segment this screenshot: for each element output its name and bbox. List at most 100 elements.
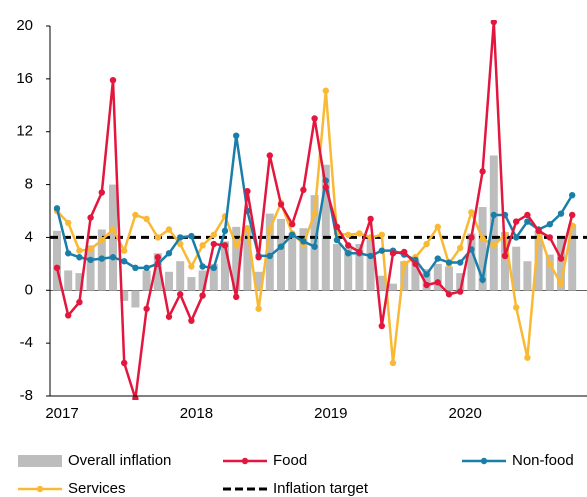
marker	[221, 227, 229, 235]
marker	[53, 264, 61, 272]
bar	[422, 269, 431, 291]
y-tick-label: 12	[16, 123, 33, 140]
marker	[143, 215, 150, 223]
y-tick-label: 0	[25, 281, 33, 298]
marker	[109, 226, 117, 233]
bar	[265, 213, 274, 291]
bar	[411, 259, 420, 291]
legend-label: Non-food	[512, 452, 574, 469]
marker	[457, 244, 464, 252]
marker	[490, 211, 497, 219]
marker	[65, 219, 72, 227]
marker	[98, 189, 106, 196]
marker	[233, 132, 240, 139]
marker	[535, 227, 542, 235]
marker	[401, 248, 408, 256]
marker	[65, 312, 72, 319]
bar	[243, 229, 252, 291]
marker	[311, 210, 318, 217]
bar	[534, 230, 543, 291]
legend-swatch	[480, 457, 488, 465]
bar	[53, 230, 61, 291]
bar	[209, 263, 218, 291]
marker	[210, 231, 217, 238]
legend-label: Overall inflation	[68, 452, 171, 469]
bar	[377, 275, 386, 291]
marker	[513, 304, 520, 311]
marker	[143, 264, 150, 272]
bar	[456, 273, 465, 291]
legend-swatch	[36, 485, 44, 493]
marker	[367, 215, 374, 223]
bar	[467, 233, 476, 291]
marker	[266, 226, 273, 233]
bar	[333, 244, 341, 291]
marker	[121, 247, 128, 254]
bar	[131, 290, 140, 308]
bar	[489, 155, 498, 291]
bar	[389, 283, 397, 291]
bar	[512, 246, 521, 291]
marker	[132, 395, 139, 400]
marker	[423, 271, 430, 278]
marker	[345, 250, 352, 257]
marker	[569, 211, 576, 219]
marker	[434, 255, 441, 262]
marker	[121, 359, 128, 367]
marker	[199, 263, 206, 270]
marker	[255, 305, 262, 312]
legend-label: Services	[68, 480, 126, 497]
marker	[76, 298, 83, 306]
x-tick-label: 2018	[180, 405, 213, 422]
marker	[479, 168, 486, 175]
marker	[524, 354, 531, 361]
marker	[65, 250, 72, 257]
legend-label: Food	[273, 452, 307, 469]
marker	[233, 293, 240, 301]
bar	[165, 271, 173, 291]
marker	[311, 243, 318, 250]
marker	[132, 264, 139, 272]
x-tick-label: 2017	[45, 405, 78, 422]
y-tick-label: 4	[25, 228, 33, 245]
bar	[433, 263, 442, 291]
marker	[356, 248, 363, 256]
marker	[457, 288, 464, 295]
marker	[322, 87, 329, 94]
bar	[187, 277, 196, 291]
bar	[478, 207, 487, 291]
marker	[490, 242, 497, 249]
y-tick-label: 8	[25, 176, 33, 193]
marker	[210, 264, 217, 272]
marker	[434, 279, 441, 286]
marker	[412, 260, 419, 268]
marker	[546, 234, 553, 241]
marker	[300, 186, 307, 194]
marker	[546, 260, 553, 268]
marker	[143, 305, 150, 312]
marker	[345, 231, 352, 238]
marker	[109, 254, 117, 261]
bar	[299, 228, 308, 291]
marker	[221, 242, 229, 249]
bar	[321, 164, 330, 291]
marker	[345, 242, 352, 249]
marker	[546, 221, 553, 228]
legend-label: Inflation target	[273, 480, 369, 497]
bar	[366, 237, 375, 291]
marker	[188, 317, 195, 324]
bar	[277, 218, 285, 291]
marker	[513, 218, 520, 225]
marker	[289, 221, 296, 228]
marker	[233, 242, 240, 249]
marker	[266, 252, 273, 260]
marker	[255, 254, 262, 261]
marker	[98, 255, 106, 262]
marker	[154, 234, 161, 241]
marker	[378, 247, 385, 254]
marker	[177, 240, 184, 248]
bar	[64, 270, 73, 291]
marker	[266, 152, 273, 159]
bar	[400, 261, 409, 291]
bar	[109, 184, 117, 291]
